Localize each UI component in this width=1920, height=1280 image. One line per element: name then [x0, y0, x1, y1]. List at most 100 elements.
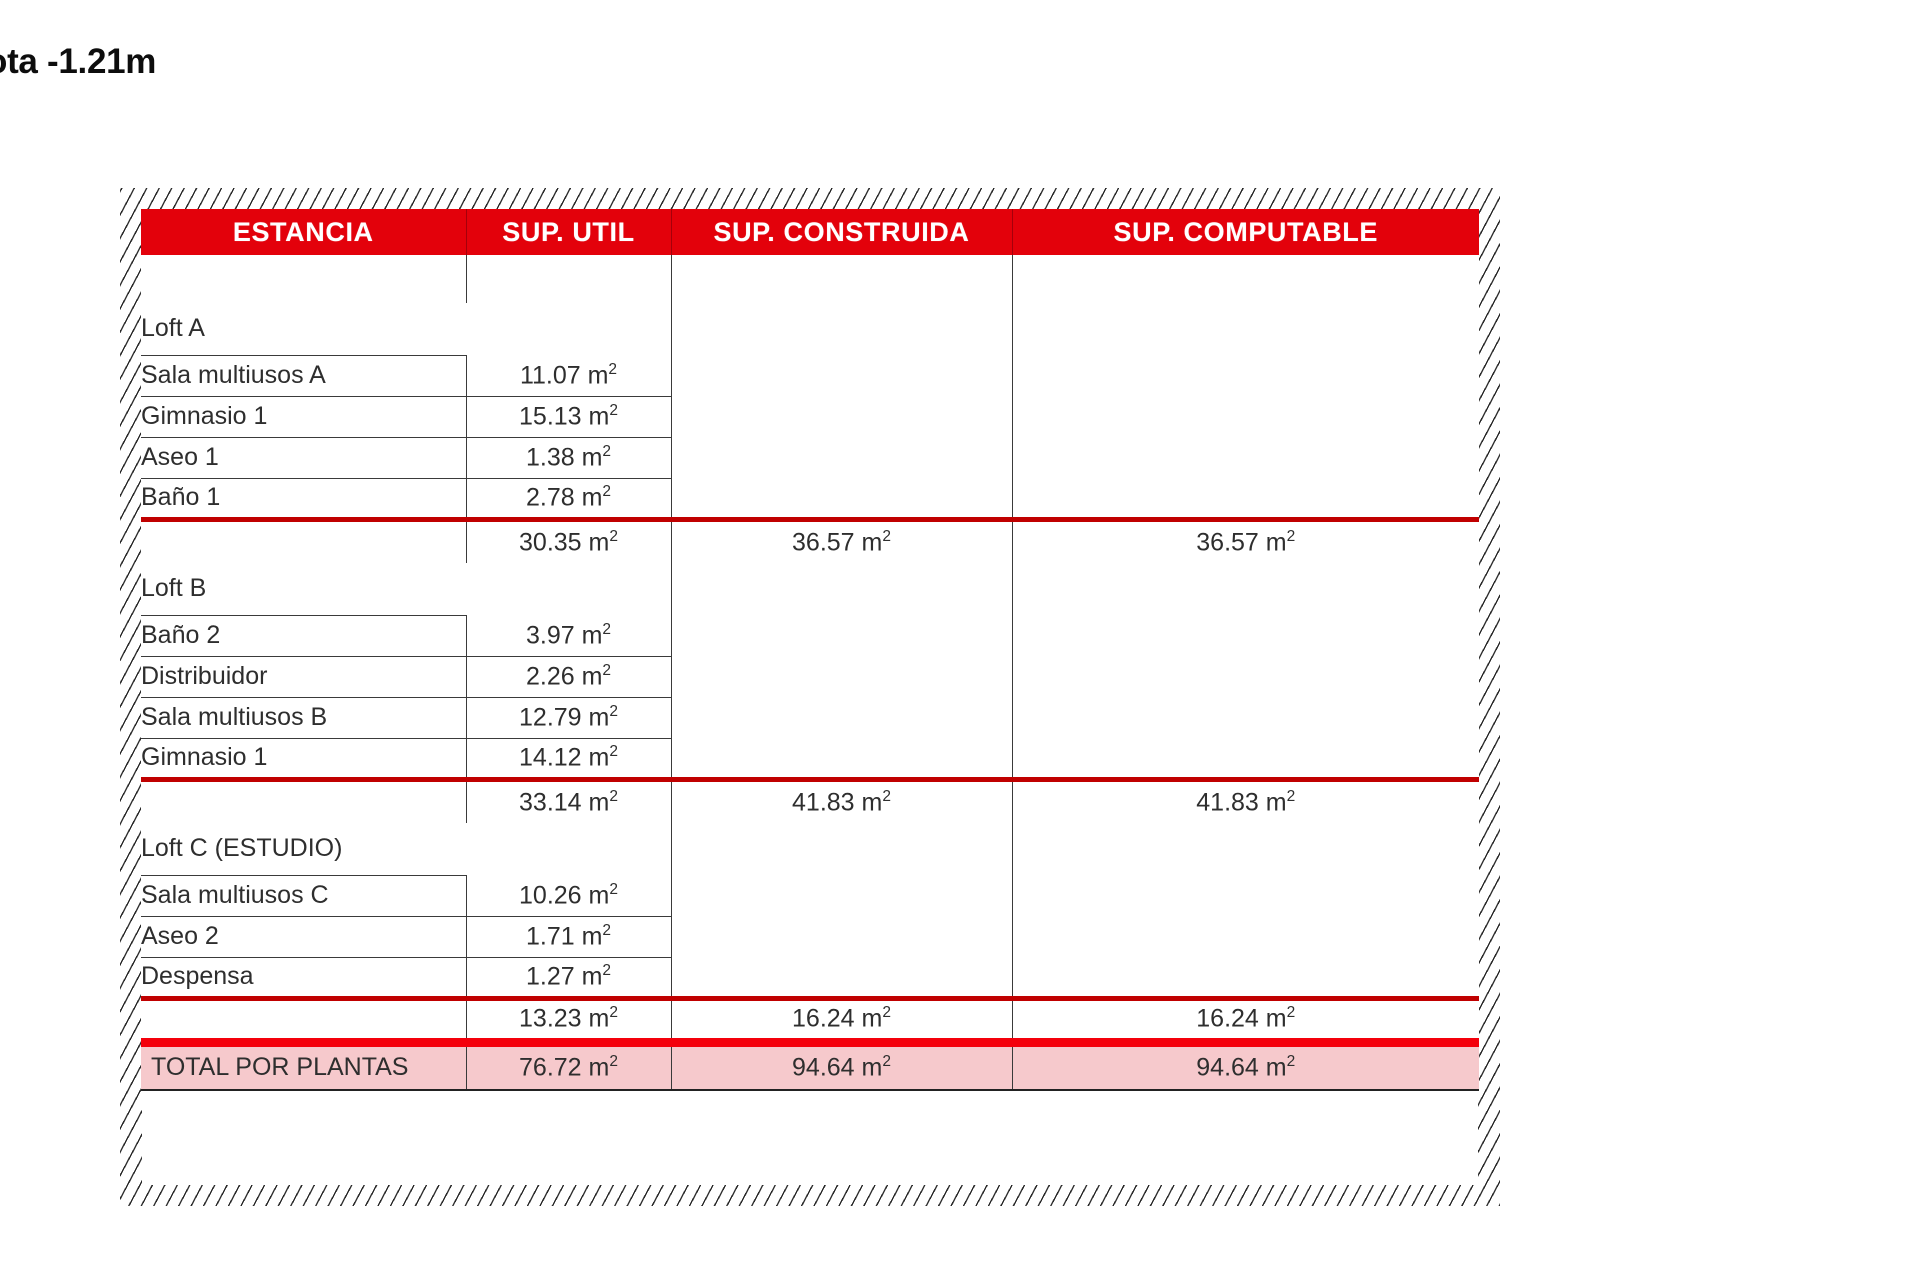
room-sup-util: 3.97 m2: [466, 615, 672, 657]
table-row: Distribuidor 2.26 m2: [141, 656, 1479, 698]
column-header-sup-computable[interactable]: SUP. COMPUTABLE: [1012, 209, 1479, 255]
subtotal-sup-computable: 41.83 m2: [1012, 776, 1479, 823]
room-blank-construida: [671, 916, 1013, 957]
spacer-cell-computable: [1012, 255, 1479, 303]
group-blank-computable: [1012, 563, 1479, 615]
subtotal-sup-construida: 16.24 m2: [671, 995, 1013, 1042]
total-sup-computable: 94.64 m2: [1012, 1037, 1479, 1091]
room-blank-computable: [1012, 615, 1479, 656]
subtotal-sup-computable: 36.57 m2: [1012, 516, 1479, 563]
group-blank-util: [466, 303, 672, 355]
table-row: Sala multiusos A 11.07 m2: [141, 355, 1479, 397]
room-sup-util: 1.27 m2: [466, 957, 672, 999]
room-blank-computable: [1012, 738, 1479, 779]
group-blank-construida: [671, 823, 1013, 875]
room-name: Sala multiusos A: [141, 355, 467, 397]
total-label: TOTAL POR PLANTAS: [141, 1037, 467, 1091]
subtotal-row: 33.14 m2 41.83 m2 41.83 m2: [141, 776, 1479, 823]
room-name: Gimnasio 1: [141, 738, 467, 780]
room-blank-computable: [1012, 478, 1479, 519]
group-blank-computable: [1012, 823, 1479, 875]
column-header-estancia[interactable]: ESTANCIA: [141, 209, 467, 255]
page-title: ota -1.21m: [0, 42, 157, 81]
room-sup-util: 14.12 m2: [466, 738, 672, 780]
room-blank-construida: [671, 615, 1013, 656]
room-blank-construida: [671, 738, 1013, 779]
column-header-sup-construida[interactable]: SUP. CONSTRUIDA: [671, 209, 1013, 255]
subtotal-row: 13.23 m2 16.24 m2 16.24 m2: [141, 995, 1479, 1042]
header-spacer-row: [141, 255, 1479, 303]
room-blank-construida: [671, 957, 1013, 998]
total-sup-construida: 94.64 m2: [671, 1037, 1013, 1091]
group-heading-row: Loft C (ESTUDIO): [141, 823, 1479, 876]
room-blank-construida: [671, 697, 1013, 738]
room-blank-construida: [671, 656, 1013, 697]
spacer-cell-estancia: [141, 255, 467, 303]
room-name: Baño 2: [141, 615, 467, 657]
subtotal-label: [141, 776, 467, 823]
total-sup-util: 76.72 m2: [466, 1037, 672, 1091]
table-header-row: ESTANCIA SUP. UTIL SUP. CONSTRUIDA SUP. …: [141, 209, 1479, 255]
table-body: Loft A Sala multiusos A 11.07 m2 Gimnasio 1…: [141, 255, 1479, 1091]
spacer-cell-construida: [671, 255, 1013, 303]
room-blank-construida: [671, 437, 1013, 478]
subtotal-sup-computable: 16.24 m2: [1012, 995, 1479, 1042]
room-blank-computable: [1012, 875, 1479, 916]
surface-schedule-table: ESTANCIA SUP. UTIL SUP. CONSTRUIDA SUP. …: [141, 209, 1479, 1187]
group-blank-construida: [671, 303, 1013, 355]
room-blank-computable: [1012, 437, 1479, 478]
room-sup-util: 10.26 m2: [466, 875, 672, 917]
room-name: Despensa: [141, 957, 467, 999]
subtotal-sup-util: 33.14 m2: [466, 776, 672, 823]
group-blank-computable: [1012, 303, 1479, 355]
group-blank-util: [466, 563, 672, 615]
subtotal-row: 30.35 m2 36.57 m2 36.57 m2: [141, 516, 1479, 563]
room-blank-computable: [1012, 957, 1479, 998]
room-blank-computable: [1012, 697, 1479, 738]
table-row: Sala multiusos C 10.26 m2: [141, 875, 1479, 917]
subtotal-label: [141, 516, 467, 563]
room-blank-computable: [1012, 916, 1479, 957]
table-row: Aseo 1 1.38 m2: [141, 437, 1479, 479]
group-name: Loft C (ESTUDIO): [141, 823, 466, 876]
subtotal-sup-construida: 36.57 m2: [671, 516, 1013, 563]
room-name: Aseo 2: [141, 916, 467, 958]
spacer-cell-util: [466, 255, 672, 303]
room-sup-util: 12.79 m2: [466, 697, 672, 739]
room-name: Aseo 1: [141, 437, 467, 479]
subtotal-sup-util: 30.35 m2: [466, 516, 672, 563]
room-name: Sala multiusos C: [141, 875, 467, 917]
group-heading-row: Loft B: [141, 563, 1479, 616]
room-blank-construida: [671, 355, 1013, 396]
table-row: Baño 2 3.97 m2: [141, 615, 1479, 657]
column-header-sup-util[interactable]: SUP. UTIL: [466, 209, 672, 255]
group-blank-construida: [671, 563, 1013, 615]
room-blank-computable: [1012, 656, 1479, 697]
subtotal-label: [141, 995, 467, 1042]
room-name: Sala multiusos B: [141, 697, 467, 739]
room-sup-util: 1.38 m2: [466, 437, 672, 479]
table-row: Sala multiusos B 12.79 m2: [141, 697, 1479, 739]
subtotal-sup-construida: 41.83 m2: [671, 776, 1013, 823]
room-name: Distribuidor: [141, 656, 467, 698]
group-name: Loft B: [141, 563, 466, 616]
room-blank-computable: [1012, 396, 1479, 437]
group-name: Loft A: [141, 303, 466, 356]
table-row: Despensa 1.27 m2: [141, 957, 1479, 999]
room-sup-util: 11.07 m2: [466, 355, 672, 397]
room-blank-construida: [671, 396, 1013, 437]
table-row: Baño 1 2.78 m2: [141, 478, 1479, 520]
room-sup-util: 2.26 m2: [466, 656, 672, 698]
table-row: Gimnasio 1 15.13 m2: [141, 396, 1479, 438]
group-blank-util: [466, 823, 672, 875]
room-name: Baño 1: [141, 478, 467, 520]
room-blank-construida: [671, 478, 1013, 519]
table-row: Gimnasio 1 14.12 m2: [141, 738, 1479, 780]
room-blank-computable: [1012, 355, 1479, 396]
room-name: Gimnasio 1: [141, 396, 467, 438]
table: ESTANCIA SUP. UTIL SUP. CONSTRUIDA SUP. …: [141, 209, 1479, 1091]
room-sup-util: 15.13 m2: [466, 396, 672, 438]
table-row: Aseo 2 1.71 m2: [141, 916, 1479, 958]
total-row: TOTAL POR PLANTAS 76.72 m2 94.64 m2 94.64 m…: [141, 1037, 1479, 1091]
room-sup-util: 2.78 m2: [466, 478, 672, 520]
